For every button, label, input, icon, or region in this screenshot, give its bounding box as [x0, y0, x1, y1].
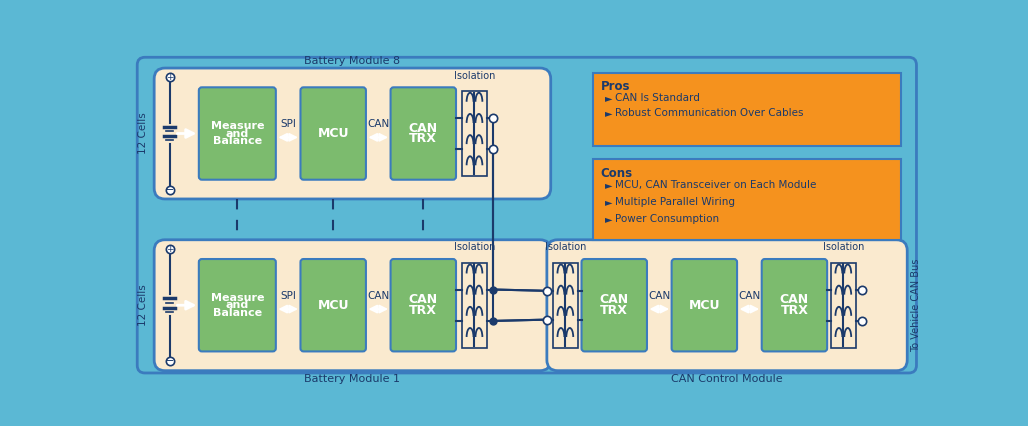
FancyBboxPatch shape	[154, 68, 551, 199]
Text: CAN Control Module: CAN Control Module	[671, 374, 783, 384]
Bar	[463, 91, 487, 176]
Text: CAN: CAN	[738, 291, 761, 301]
Text: Battery Module 1: Battery Module 1	[304, 374, 401, 384]
FancyBboxPatch shape	[198, 87, 276, 180]
FancyBboxPatch shape	[300, 87, 366, 180]
Text: Balance: Balance	[213, 136, 262, 146]
Text: TRX: TRX	[600, 304, 628, 317]
Text: Isolation: Isolation	[545, 242, 586, 253]
Text: ►: ►	[605, 93, 613, 103]
Text: ►: ►	[605, 181, 613, 190]
Bar	[463, 263, 487, 348]
Text: Isolation: Isolation	[822, 242, 864, 253]
FancyBboxPatch shape	[671, 259, 737, 351]
Text: SPI: SPI	[281, 119, 296, 129]
Text: MCU: MCU	[318, 127, 348, 140]
Text: CAN: CAN	[599, 294, 629, 306]
Text: TRX: TRX	[780, 304, 808, 317]
Text: TRX: TRX	[409, 304, 437, 317]
Text: and: and	[226, 300, 249, 310]
Text: MCU: MCU	[318, 299, 348, 312]
Text: TRX: TRX	[409, 132, 437, 145]
FancyBboxPatch shape	[198, 259, 276, 351]
FancyBboxPatch shape	[137, 57, 917, 373]
Text: +: +	[166, 245, 174, 253]
Text: −: −	[164, 357, 175, 366]
Text: Power Consumption: Power Consumption	[615, 214, 719, 225]
FancyBboxPatch shape	[547, 240, 908, 371]
FancyBboxPatch shape	[391, 259, 456, 351]
Text: SPI: SPI	[281, 291, 296, 301]
FancyBboxPatch shape	[391, 87, 456, 180]
Text: Cons: Cons	[600, 167, 633, 180]
Text: CAN: CAN	[367, 119, 390, 129]
FancyBboxPatch shape	[154, 240, 551, 371]
FancyBboxPatch shape	[582, 259, 647, 351]
Text: −: −	[164, 185, 175, 195]
FancyBboxPatch shape	[762, 259, 828, 351]
Text: Balance: Balance	[213, 308, 262, 318]
Text: ►: ►	[605, 214, 613, 225]
Text: Isolation: Isolation	[453, 242, 495, 253]
Text: ►: ►	[605, 108, 613, 118]
Bar	[593, 73, 902, 146]
Text: Robust Communication Over Cables: Robust Communication Over Cables	[615, 108, 803, 118]
Text: and: and	[226, 129, 249, 138]
Text: Battery Module 8: Battery Module 8	[304, 56, 401, 66]
Text: CAN: CAN	[649, 291, 670, 301]
Text: ►: ►	[605, 197, 613, 207]
Bar	[593, 159, 902, 240]
Text: CAN: CAN	[367, 291, 390, 301]
Text: Measure: Measure	[211, 293, 264, 302]
Text: CAN: CAN	[409, 294, 438, 306]
FancyBboxPatch shape	[300, 259, 366, 351]
Bar	[831, 263, 855, 348]
Text: CAN Is Standard: CAN Is Standard	[615, 93, 699, 103]
Text: 12 Cells: 12 Cells	[139, 112, 148, 154]
Text: Isolation: Isolation	[453, 71, 495, 81]
Text: To Vehicle CAN Bus: To Vehicle CAN Bus	[912, 259, 921, 352]
Text: CAN: CAN	[409, 121, 438, 135]
Text: MCU, CAN Transceiver on Each Module: MCU, CAN Transceiver on Each Module	[615, 181, 816, 190]
Text: MCU: MCU	[689, 299, 720, 312]
Text: Pros: Pros	[600, 81, 630, 93]
Text: 12 Cells: 12 Cells	[139, 284, 148, 326]
Bar	[553, 263, 578, 348]
Text: Measure: Measure	[211, 121, 264, 131]
Text: CAN: CAN	[780, 294, 809, 306]
Text: Multiple Parallel Wiring: Multiple Parallel Wiring	[615, 197, 735, 207]
Text: +: +	[166, 73, 174, 82]
